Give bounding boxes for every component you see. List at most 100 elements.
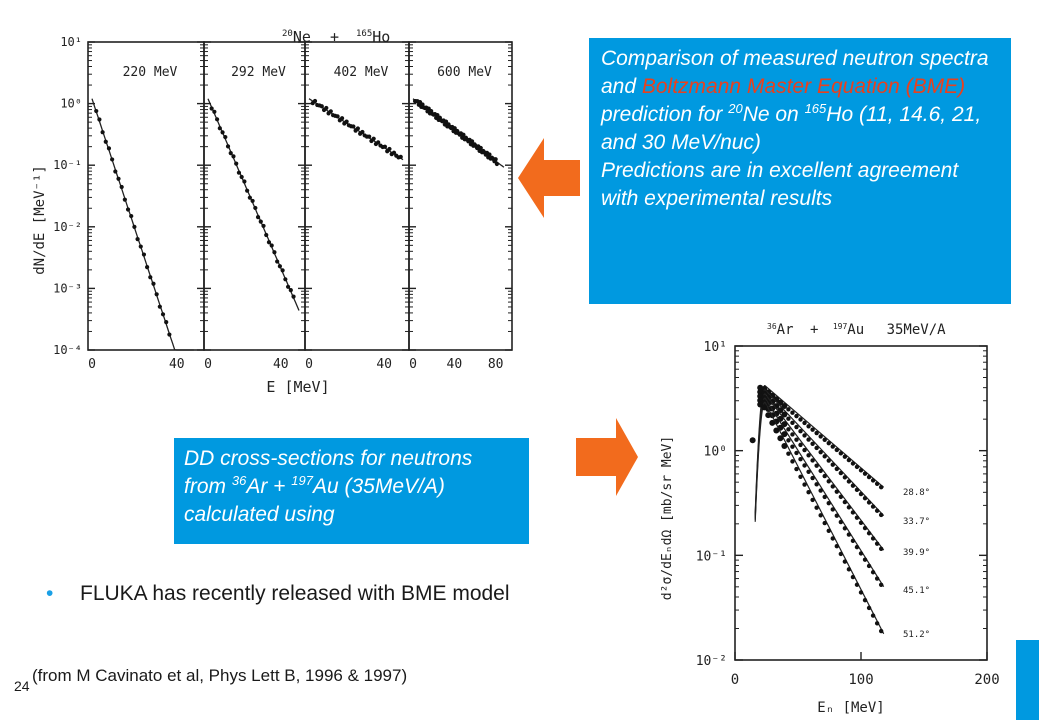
data-point	[261, 223, 266, 229]
data-point	[874, 576, 880, 581]
data-point	[794, 450, 799, 456]
data-point	[285, 284, 291, 289]
data-point	[151, 281, 156, 286]
data-point	[866, 500, 872, 505]
data-point	[794, 466, 799, 472]
data-point	[247, 195, 252, 200]
data-point	[391, 150, 397, 155]
bme-curve	[754, 401, 885, 635]
data-point	[854, 515, 860, 520]
data-point	[842, 526, 848, 531]
data-point	[288, 287, 293, 293]
data-point	[223, 134, 228, 140]
data-point	[777, 435, 784, 442]
right-xtick-label: 0	[731, 672, 739, 688]
data-point	[850, 510, 856, 515]
data-point	[870, 570, 876, 575]
data-point	[236, 170, 242, 175]
data-point	[870, 536, 876, 541]
data-point	[806, 469, 811, 474]
data-point	[786, 451, 791, 456]
spectrum-panel: 292 MeV 0 40	[203, 41, 306, 372]
angle-series: 39.9°	[754, 393, 930, 558]
data-point	[103, 139, 108, 144]
data-point	[858, 468, 864, 473]
data-point	[846, 505, 852, 510]
data-point	[838, 470, 844, 476]
data-point	[452, 126, 457, 131]
data-point	[866, 605, 872, 611]
data-point	[113, 169, 118, 174]
data-point	[470, 139, 475, 144]
data-point	[878, 628, 884, 634]
data-point	[814, 430, 819, 436]
data-point	[866, 474, 872, 480]
ar-mass-number: 36	[231, 473, 247, 488]
right-ytick-label: 10¹	[704, 340, 727, 355]
left-ytick-label: 10⁻²	[53, 220, 82, 234]
data-point	[443, 119, 449, 124]
data-point	[283, 277, 288, 282]
angle-label: 51.2°	[903, 630, 930, 640]
data-point	[858, 491, 864, 497]
data-point	[862, 597, 868, 603]
data-point	[786, 416, 791, 421]
data-point	[806, 490, 811, 495]
angle-series: 51.2°	[754, 401, 930, 640]
data-point	[100, 130, 105, 135]
data-point	[870, 504, 876, 509]
data-point	[324, 105, 329, 111]
data-point	[798, 417, 803, 422]
au-mass-number: 197	[291, 473, 313, 488]
data-point	[376, 140, 381, 145]
data-point	[842, 559, 848, 564]
data-point	[781, 442, 788, 449]
data-point	[790, 410, 795, 415]
callout-top-ne: Ne on	[742, 103, 805, 126]
data-point	[335, 114, 340, 119]
data-point	[138, 244, 143, 249]
data-point	[494, 161, 500, 167]
data-point	[786, 438, 791, 443]
data-point	[838, 551, 844, 557]
data-point	[826, 458, 831, 463]
fig-right-title: 36Ar + 197Au 35MeV/A	[767, 322, 946, 338]
data-point	[129, 213, 134, 219]
data-point	[810, 458, 815, 463]
data-point	[798, 474, 803, 480]
panel-xtick-label: 80	[488, 357, 504, 372]
data-point	[435, 113, 440, 118]
data-point	[212, 109, 217, 114]
data-point	[258, 219, 263, 224]
data-point	[810, 441, 815, 446]
data-point	[818, 449, 823, 455]
data-point	[157, 304, 162, 309]
data-point	[387, 146, 392, 152]
data-point	[802, 433, 807, 438]
fig-left-ylabel: dN/dE [MeV⁻¹]	[32, 165, 48, 275]
data-point	[253, 205, 258, 211]
bme-highlight: Boltzmann Master Equation (BME)	[641, 75, 966, 98]
data-point	[765, 412, 772, 419]
data-point	[874, 508, 880, 513]
data-point	[749, 437, 756, 444]
data-point	[850, 483, 856, 488]
data-point	[116, 176, 121, 181]
data-point	[160, 312, 166, 317]
data-point	[239, 174, 244, 180]
callout-top-ho: Ho (11, 14.6, 21, and 30 MeV/nuc)	[601, 103, 982, 154]
data-point	[842, 454, 848, 459]
bme-curve	[91, 98, 194, 351]
data-point	[866, 563, 872, 569]
fig-right-xlabel: Eₙ [MeV]	[817, 700, 884, 716]
data-point	[854, 464, 860, 470]
data-point	[822, 494, 827, 500]
data-point	[461, 132, 466, 137]
data-point	[360, 129, 365, 135]
data-point	[234, 161, 239, 166]
left-ytick-label: 10⁻³	[53, 281, 82, 295]
accent-tab	[1016, 640, 1039, 720]
data-point	[478, 145, 483, 151]
fig-left-xlabel: E [MeV]	[266, 378, 329, 396]
data-point	[761, 404, 768, 411]
